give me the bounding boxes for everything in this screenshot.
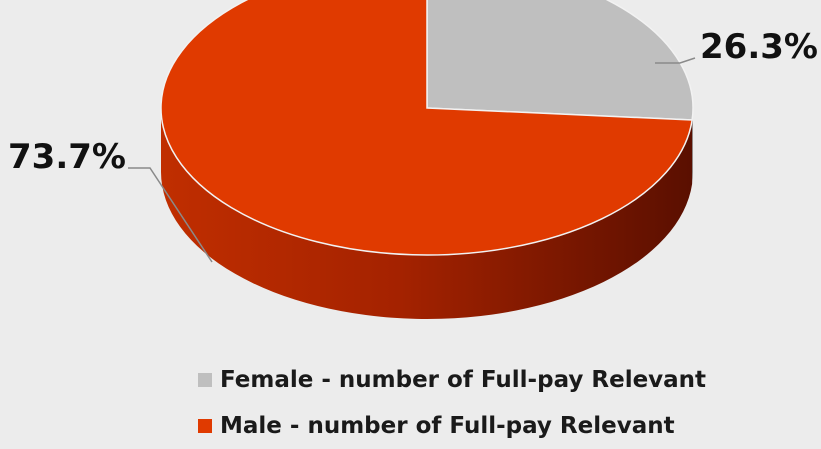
data-label-female: 26.3% xyxy=(700,27,818,67)
leader-line-male xyxy=(128,167,213,263)
legend-swatch-male xyxy=(198,419,212,433)
pie-slice-male xyxy=(160,0,693,256)
pie-side-female xyxy=(692,108,693,184)
legend-label-male: Male - number of Full-pay Relevant xyxy=(220,413,675,439)
legend: Female - number of Full-pay Relevant Mal… xyxy=(198,366,706,449)
pie-side-male xyxy=(161,108,693,320)
data-label-male: 73.7% xyxy=(8,137,126,177)
pie-slice-female xyxy=(426,0,694,121)
leader-line-female xyxy=(655,57,696,64)
legend-item-female: Female - number of Full-pay Relevant xyxy=(198,366,706,394)
legend-item-male: Male - number of Full-pay Relevant xyxy=(198,412,706,440)
legend-label-female: Female - number of Full-pay Relevant xyxy=(220,367,707,393)
legend-swatch-female xyxy=(198,373,212,387)
